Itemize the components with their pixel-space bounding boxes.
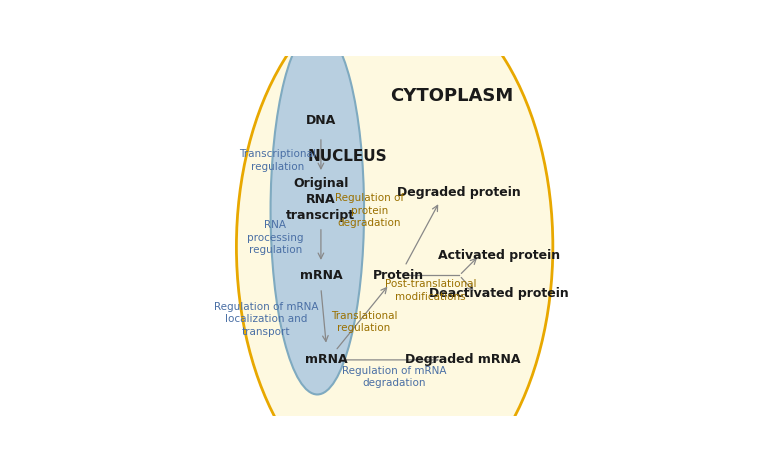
Text: Activated protein: Activated protein — [438, 249, 560, 262]
Text: mRNA: mRNA — [305, 354, 347, 367]
Text: CYTOPLASM: CYTOPLASM — [390, 86, 514, 105]
Text: Degraded mRNA: Degraded mRNA — [405, 354, 521, 367]
Text: Regulation of mRNA
localization and
transport: Regulation of mRNA localization and tran… — [214, 302, 319, 337]
Text: NUCLEUS: NUCLEUS — [308, 149, 387, 164]
Text: mRNA: mRNA — [300, 269, 342, 282]
Text: Regulation of
protein
degradation: Regulation of protein degradation — [335, 193, 404, 228]
Text: Degraded protein: Degraded protein — [397, 186, 521, 199]
Text: Protein: Protein — [373, 269, 424, 282]
Ellipse shape — [236, 0, 553, 467]
Text: Translational
regulation: Translational regulation — [331, 311, 397, 333]
Text: Post-translational
modifications: Post-translational modifications — [385, 279, 477, 302]
Text: Original
RNA
transcript: Original RNA transcript — [286, 177, 356, 222]
Text: Transcriptional
regulation: Transcriptional regulation — [239, 149, 316, 171]
Text: Deactivated protein: Deactivated protein — [429, 287, 569, 300]
Ellipse shape — [270, 27, 364, 395]
Text: DNA: DNA — [306, 114, 336, 127]
Text: Regulation of mRNA
degradation: Regulation of mRNA degradation — [342, 366, 446, 388]
Text: RNA
processing
regulation: RNA processing regulation — [247, 220, 303, 255]
